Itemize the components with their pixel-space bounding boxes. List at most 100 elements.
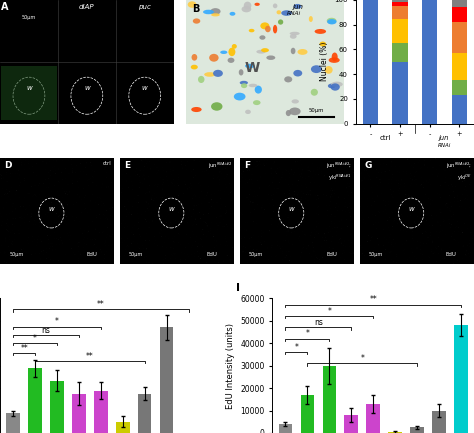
Point bbox=[89, 223, 96, 230]
Point bbox=[436, 168, 444, 175]
Point bbox=[225, 175, 233, 182]
Point bbox=[140, 246, 147, 252]
Point bbox=[294, 221, 302, 228]
Point bbox=[363, 205, 371, 212]
Point bbox=[291, 169, 298, 176]
Point bbox=[96, 251, 104, 258]
Point bbox=[194, 161, 201, 168]
Point bbox=[82, 192, 89, 199]
Point bbox=[264, 191, 272, 198]
Text: ctrl: ctrl bbox=[379, 135, 391, 141]
Point bbox=[156, 197, 164, 204]
Text: ns: ns bbox=[42, 326, 50, 335]
Point bbox=[300, 260, 307, 267]
Point bbox=[62, 251, 69, 258]
Point bbox=[227, 234, 235, 241]
Point bbox=[143, 246, 151, 252]
Point bbox=[126, 167, 133, 174]
Point bbox=[118, 187, 126, 194]
Point bbox=[16, 230, 24, 237]
Point bbox=[96, 185, 104, 192]
Point bbox=[401, 180, 408, 187]
Point bbox=[467, 231, 474, 238]
Point bbox=[361, 187, 368, 194]
Point bbox=[362, 159, 370, 166]
Point bbox=[11, 228, 18, 235]
Point bbox=[445, 225, 452, 232]
Point bbox=[101, 251, 109, 258]
Point bbox=[252, 224, 259, 231]
Point bbox=[78, 232, 85, 239]
Point bbox=[58, 239, 66, 246]
Point bbox=[261, 249, 268, 255]
Point bbox=[227, 178, 235, 184]
Point bbox=[76, 154, 84, 161]
Point bbox=[320, 211, 328, 218]
Point bbox=[104, 242, 112, 249]
Point bbox=[255, 158, 263, 165]
Point bbox=[386, 226, 394, 233]
Point bbox=[468, 197, 474, 204]
Point bbox=[348, 239, 356, 246]
Point bbox=[388, 176, 396, 183]
Point bbox=[210, 237, 217, 244]
Point bbox=[105, 200, 112, 207]
Point bbox=[86, 256, 93, 263]
Point bbox=[59, 187, 67, 194]
Point bbox=[27, 243, 35, 250]
Point bbox=[211, 252, 219, 259]
Point bbox=[394, 177, 402, 184]
Point bbox=[179, 200, 187, 207]
Point bbox=[45, 248, 52, 255]
Point bbox=[239, 243, 247, 250]
Point bbox=[324, 234, 331, 241]
Point bbox=[138, 242, 146, 249]
Point bbox=[433, 232, 440, 239]
Point bbox=[466, 158, 474, 165]
Point bbox=[365, 167, 372, 174]
Point bbox=[450, 251, 458, 258]
Point bbox=[441, 254, 448, 261]
Point bbox=[290, 175, 298, 182]
Point bbox=[6, 182, 13, 189]
Point bbox=[178, 161, 185, 168]
Point bbox=[193, 210, 201, 216]
Point bbox=[284, 199, 292, 206]
Point bbox=[224, 233, 232, 240]
Point bbox=[291, 241, 299, 248]
Point bbox=[201, 186, 209, 193]
Point bbox=[55, 218, 63, 225]
Point bbox=[227, 253, 234, 260]
Point bbox=[388, 194, 395, 201]
Point bbox=[0, 231, 7, 238]
Ellipse shape bbox=[293, 4, 301, 9]
Ellipse shape bbox=[191, 65, 198, 69]
Point bbox=[36, 219, 43, 226]
Point bbox=[394, 257, 402, 264]
Point bbox=[67, 223, 75, 229]
Point bbox=[144, 220, 151, 227]
Point bbox=[144, 159, 152, 166]
Point bbox=[273, 187, 280, 194]
Point bbox=[263, 230, 271, 237]
Point bbox=[139, 253, 146, 260]
Point bbox=[346, 174, 353, 181]
Point bbox=[76, 217, 83, 224]
Point bbox=[337, 239, 345, 246]
Point bbox=[37, 168, 45, 175]
Point bbox=[347, 250, 355, 257]
Point bbox=[436, 191, 443, 198]
Point bbox=[130, 197, 138, 204]
Point bbox=[52, 260, 59, 267]
Point bbox=[13, 260, 20, 267]
Point bbox=[381, 213, 389, 220]
Point bbox=[84, 182, 92, 189]
Point bbox=[62, 191, 69, 197]
Point bbox=[459, 257, 466, 264]
Point bbox=[320, 170, 328, 177]
Point bbox=[22, 157, 29, 164]
Point bbox=[55, 179, 63, 186]
Point bbox=[174, 180, 182, 187]
Point bbox=[1, 247, 9, 254]
Point bbox=[469, 159, 474, 166]
